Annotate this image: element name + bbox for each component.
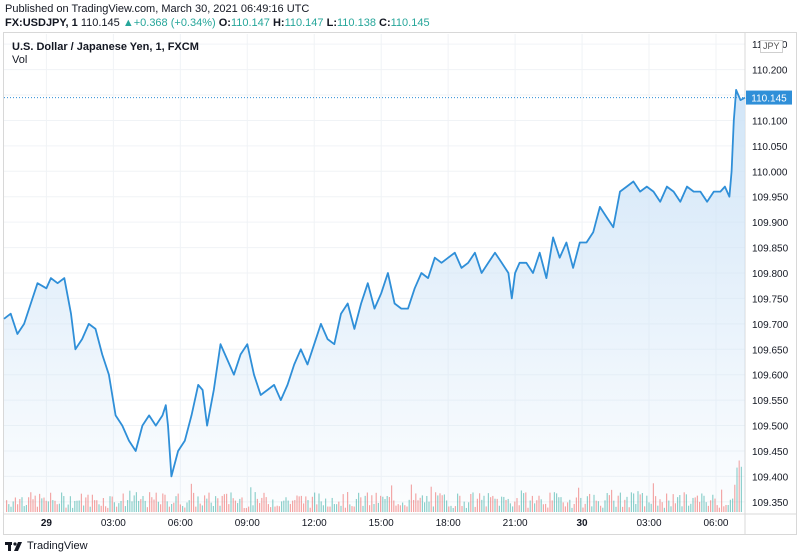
low-label: L: <box>326 17 337 29</box>
y-tick-label: 109.550 <box>752 396 789 407</box>
x-tick-label: 12:00 <box>302 518 327 529</box>
high-value: 110.147 <box>284 17 324 29</box>
y-tick-label: 109.400 <box>752 472 789 483</box>
close-value: 110.145 <box>390 17 430 29</box>
currency-label: JPY <box>760 40 783 53</box>
y-tick-label: 110.100 <box>752 116 788 127</box>
y-tick-label: 109.600 <box>752 371 789 382</box>
last-price-label: 110.145 <box>751 94 787 105</box>
x-tick-label: 09:00 <box>235 518 260 529</box>
x-tick-label: 30 <box>577 518 589 529</box>
open-label: O: <box>218 17 231 29</box>
y-tick-label: 110.200 <box>752 66 788 77</box>
tradingview-branding[interactable]: TradingView <box>5 540 88 552</box>
price-area <box>4 89 745 513</box>
x-tick-label: 06:00 <box>168 518 193 529</box>
y-tick-label: 109.850 <box>752 244 789 255</box>
high-label: H: <box>272 17 285 29</box>
brand-name: TradingView <box>27 540 88 552</box>
x-tick-label: 03:00 <box>637 518 662 529</box>
x-tick-label: 03:00 <box>101 518 126 529</box>
x-tick-label: 21:00 <box>503 518 528 529</box>
open-value: 110.147 <box>230 17 270 29</box>
y-tick-label: 109.500 <box>752 422 789 433</box>
volume-legend: Vol <box>12 54 28 66</box>
y-tick-label: 109.900 <box>752 218 789 229</box>
x-tick-label: 18:00 <box>436 518 461 529</box>
y-tick-label: 109.750 <box>752 294 789 305</box>
y-tick-label: 109.450 <box>752 447 789 458</box>
low-value: 110.138 <box>337 17 376 29</box>
y-tick-label: 109.650 <box>752 345 789 356</box>
last-price-badge <box>746 90 792 105</box>
y-tick-label: 109.700 <box>752 320 789 331</box>
close-label: C: <box>379 17 391 29</box>
x-tick-label: 29 <box>41 518 53 529</box>
y-tick-label: 109.950 <box>752 193 789 204</box>
chart-legend-title: U.S. Dollar / Japanese Yen, 1, FXCM <box>12 41 199 53</box>
x-tick-label: 15:00 <box>369 518 394 529</box>
y-tick-label: 109.800 <box>752 269 789 280</box>
y-tick-label: 110.000 <box>752 167 788 178</box>
chart-frame <box>3 32 797 535</box>
quote-bar: FX:USDJPY, 1 110.145 ▲+0.368 (+0.34%) O:… <box>5 17 430 29</box>
symbol: FX:USDJPY, 1 <box>5 17 78 29</box>
change-up-icon: ▲ <box>122 17 134 29</box>
published-info: Published on TradingView.com, March 30, … <box>5 3 310 15</box>
last-price: 110.145 <box>80 17 120 29</box>
tradingview-logo-icon <box>5 542 22 551</box>
price-line <box>3 89 746 478</box>
x-tick-label: 06:00 <box>703 518 728 529</box>
price-change: +0.368 (+0.34%) <box>133 17 216 29</box>
y-tick-label: 110.050 <box>752 142 788 153</box>
y-tick-label: 109.350 <box>752 498 789 509</box>
